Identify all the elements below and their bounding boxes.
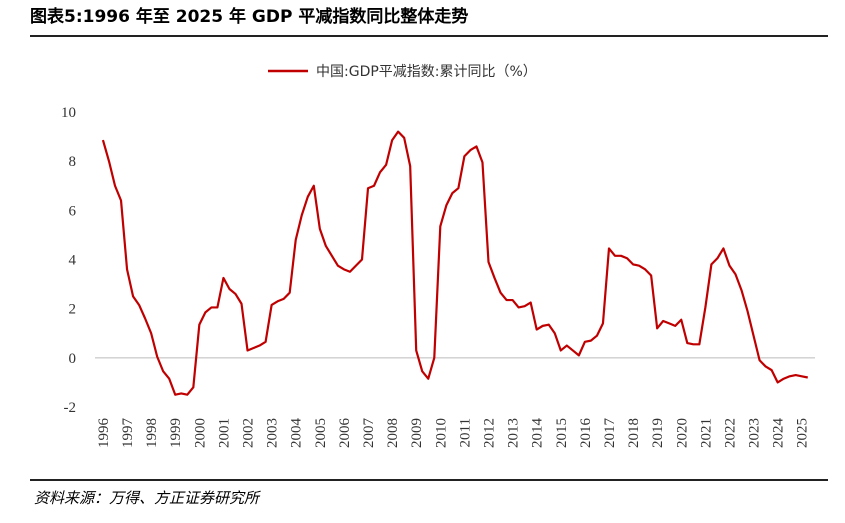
series-line <box>101 130 808 396</box>
x-tick-label: 2016 <box>578 418 594 449</box>
x-tick-label: 2015 <box>554 418 570 448</box>
y-tick-label: 6 <box>69 203 77 219</box>
y-tick-label: 8 <box>69 154 77 170</box>
y-tick-label: -2 <box>64 400 77 416</box>
x-tick-label: 1997 <box>120 418 136 449</box>
x-tick-label: 2000 <box>192 418 208 448</box>
x-tick-label: 2020 <box>674 418 690 448</box>
x-tick-label: 2004 <box>289 418 305 449</box>
x-tick-label: 2005 <box>313 418 329 448</box>
y-tick-label: 0 <box>69 351 77 367</box>
x-tick-label: 2022 <box>722 418 738 448</box>
x-tick-label: 2017 <box>602 418 618 449</box>
x-tick-label: 1996 <box>96 418 112 449</box>
source: 资料来源：万得、方正证券研究所 <box>34 489 261 507</box>
x-tick-label: 2006 <box>337 418 353 449</box>
x-tick-label: 2024 <box>771 418 787 449</box>
x-tick-label: 2003 <box>265 418 281 448</box>
x-tick-label: 2010 <box>433 418 449 448</box>
x-tick-label: 2009 <box>409 418 425 448</box>
x-tick-label: 2008 <box>385 418 401 448</box>
x-tick-label: 2002 <box>241 418 257 448</box>
x-tick-label: 2014 <box>530 418 546 449</box>
x-tick-label: 2019 <box>650 418 666 448</box>
y-tick-label: 10 <box>61 105 76 121</box>
x-tick-label: 2018 <box>626 418 642 448</box>
x-tick-label: 2012 <box>481 418 497 448</box>
chart-title: 图表5:1996 年至 2025 年 GDP 平减指数同比整体走势 <box>30 6 468 27</box>
x-tick-label: 1998 <box>144 418 160 448</box>
y-tick-label: 2 <box>69 302 77 318</box>
x-tick-label: 2013 <box>506 418 522 448</box>
x-tick-label: 2021 <box>698 418 714 448</box>
legend-label: 中国:GDP平减指数:累计同比（%） <box>316 64 537 80</box>
x-tick-label: 2001 <box>216 418 232 448</box>
x-tick-label: 2023 <box>747 418 763 448</box>
x-tick-label: 2011 <box>457 418 473 447</box>
y-tick-label: 4 <box>69 253 77 269</box>
x-tick-label: 1999 <box>168 418 184 448</box>
x-tick-label: 2007 <box>361 418 377 449</box>
x-tick-label: 2025 <box>795 418 811 448</box>
